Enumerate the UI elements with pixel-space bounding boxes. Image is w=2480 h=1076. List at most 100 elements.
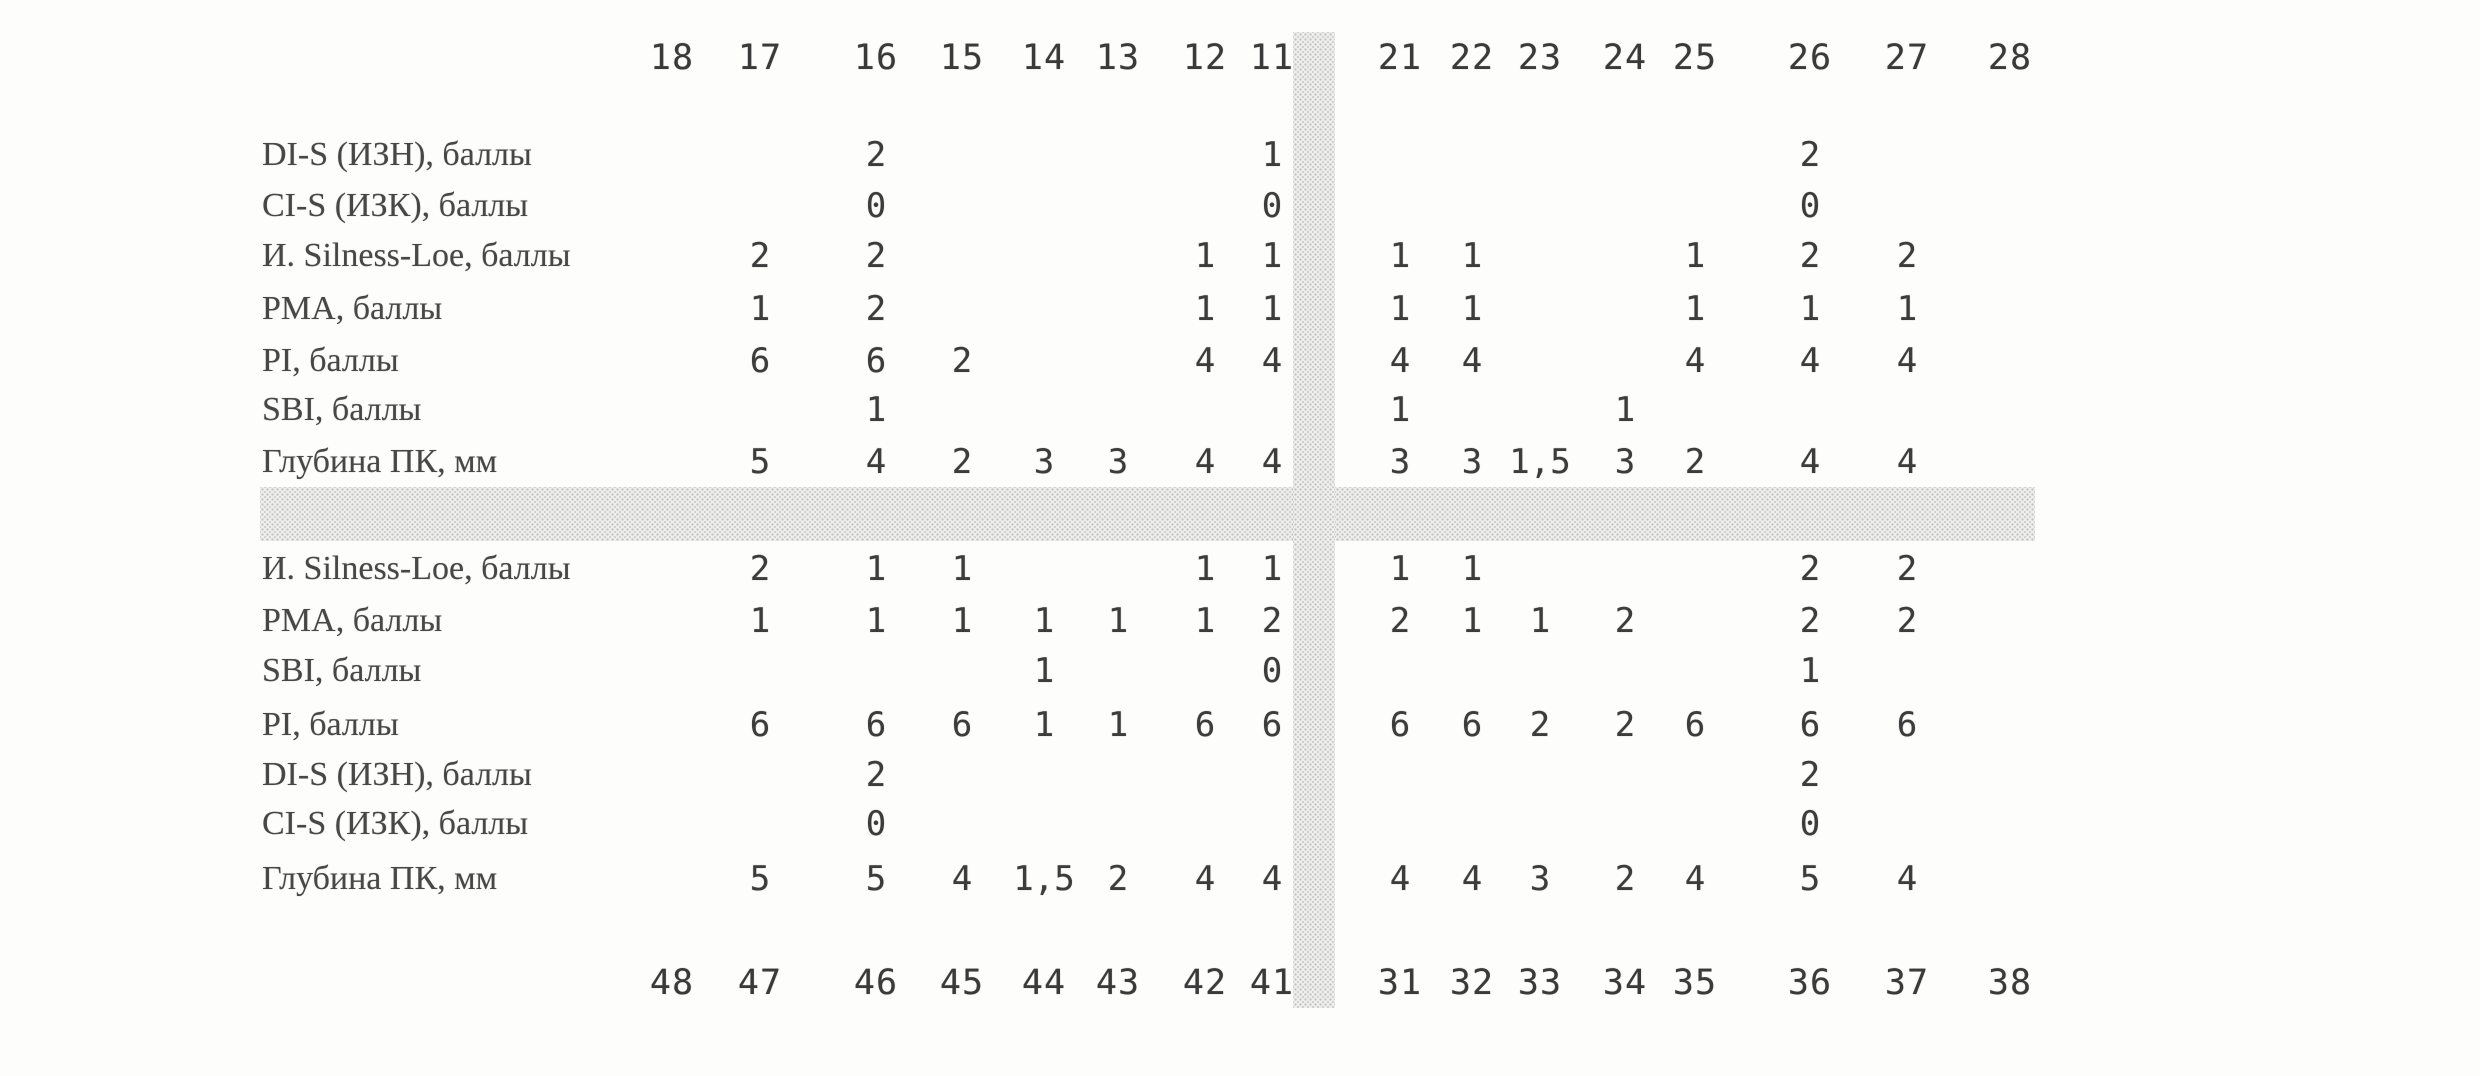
index-value-upper-2-tooth-11: 1 bbox=[1261, 236, 1283, 276]
tooth-number-upper-22: 22 bbox=[1449, 38, 1495, 78]
index-value-lower-3-tooth-36: 6 bbox=[1799, 705, 1821, 745]
index-value-upper-6-tooth-21: 3 bbox=[1389, 442, 1411, 482]
index-value-lower-6-tooth-37: 4 bbox=[1896, 859, 1918, 899]
index-value-upper-4-tooth-27: 4 bbox=[1896, 341, 1918, 381]
tooth-number-upper-16: 16 bbox=[853, 38, 899, 78]
tooth-number-lower-37: 37 bbox=[1884, 963, 1930, 1003]
index-value-lower-3-tooth-45: 6 bbox=[951, 705, 973, 745]
index-value-lower-6-tooth-42: 4 bbox=[1194, 859, 1216, 899]
index-value-lower-5-tooth-46: 0 bbox=[865, 804, 887, 844]
index-value-upper-6-tooth-12: 4 bbox=[1194, 442, 1216, 482]
index-value-lower-1-tooth-46: 1 bbox=[865, 601, 887, 641]
index-value-lower-1-tooth-42: 1 bbox=[1194, 601, 1216, 641]
index-value-lower-0-tooth-37: 2 bbox=[1896, 549, 1918, 589]
tooth-number-upper-18: 18 bbox=[649, 38, 695, 78]
index-value-lower-0-tooth-45: 1 bbox=[951, 549, 973, 589]
index-value-lower-6-tooth-43: 2 bbox=[1107, 859, 1129, 899]
tooth-number-lower-47: 47 bbox=[737, 963, 783, 1003]
index-value-lower-4-tooth-46: 2 bbox=[865, 755, 887, 795]
index-value-lower-1-tooth-31: 2 bbox=[1389, 601, 1411, 641]
index-value-upper-2-tooth-16: 2 bbox=[865, 236, 887, 276]
index-value-upper-5-tooth-16: 1 bbox=[865, 390, 887, 430]
index-value-lower-6-tooth-36: 5 bbox=[1799, 859, 1821, 899]
index-value-upper-3-tooth-26: 1 bbox=[1799, 289, 1821, 329]
tooth-number-upper-26: 26 bbox=[1787, 38, 1833, 78]
row-label-upper-1: CI-S (ИЗК), баллы bbox=[262, 187, 529, 224]
index-value-lower-6-tooth-31: 4 bbox=[1389, 859, 1411, 899]
index-value-lower-3-tooth-34: 2 bbox=[1614, 705, 1636, 745]
index-value-lower-2-tooth-41: 0 bbox=[1261, 651, 1283, 691]
index-value-lower-1-tooth-45: 1 bbox=[951, 601, 973, 641]
index-value-lower-3-tooth-37: 6 bbox=[1896, 705, 1918, 745]
tooth-number-lower-44: 44 bbox=[1021, 963, 1067, 1003]
index-value-lower-6-tooth-33: 3 bbox=[1529, 859, 1551, 899]
index-value-lower-0-tooth-32: 1 bbox=[1461, 549, 1483, 589]
index-value-lower-0-tooth-42: 1 bbox=[1194, 549, 1216, 589]
index-value-upper-4-tooth-17: 6 bbox=[749, 341, 771, 381]
index-value-lower-3-tooth-31: 6 bbox=[1389, 705, 1411, 745]
tooth-number-lower-36: 36 bbox=[1787, 963, 1833, 1003]
index-value-upper-6-tooth-16: 4 bbox=[865, 442, 887, 482]
index-value-upper-4-tooth-22: 4 bbox=[1461, 341, 1483, 381]
jaw-divider-band bbox=[260, 487, 2035, 541]
index-value-upper-2-tooth-25: 1 bbox=[1684, 236, 1706, 276]
tooth-number-lower-34: 34 bbox=[1602, 963, 1648, 1003]
index-value-upper-6-tooth-27: 4 bbox=[1896, 442, 1918, 482]
row-label-lower-0: И. Silness-Loe, баллы bbox=[262, 550, 571, 587]
index-value-lower-1-tooth-32: 1 bbox=[1461, 601, 1483, 641]
row-label-lower-6: Глубина ПК, мм bbox=[262, 860, 498, 897]
index-value-lower-3-tooth-42: 6 bbox=[1194, 705, 1216, 745]
tooth-number-lower-41: 41 bbox=[1249, 963, 1295, 1003]
row-label-upper-5: SBI, баллы bbox=[262, 391, 422, 428]
midline-divider-band bbox=[1293, 32, 1335, 1008]
index-value-lower-1-tooth-43: 1 bbox=[1107, 601, 1129, 641]
index-value-lower-1-tooth-41: 2 bbox=[1261, 601, 1283, 641]
index-value-lower-3-tooth-46: 6 bbox=[865, 705, 887, 745]
tooth-number-upper-24: 24 bbox=[1602, 38, 1648, 78]
index-value-upper-3-tooth-16: 2 bbox=[865, 289, 887, 329]
row-label-upper-3: PMA, баллы bbox=[262, 290, 443, 327]
index-value-lower-3-tooth-35: 6 bbox=[1684, 705, 1706, 745]
index-value-upper-2-tooth-27: 2 bbox=[1896, 236, 1918, 276]
index-value-lower-6-tooth-47: 5 bbox=[749, 859, 771, 899]
index-value-upper-2-tooth-12: 1 bbox=[1194, 236, 1216, 276]
tooth-number-upper-25: 25 bbox=[1672, 38, 1718, 78]
tooth-number-upper-27: 27 bbox=[1884, 38, 1930, 78]
row-label-lower-3: PI, баллы bbox=[262, 706, 399, 743]
tooth-number-upper-12: 12 bbox=[1182, 38, 1228, 78]
index-value-upper-1-tooth-16: 0 bbox=[865, 186, 887, 226]
index-value-lower-1-tooth-34: 2 bbox=[1614, 601, 1636, 641]
index-value-lower-1-tooth-44: 1 bbox=[1033, 601, 1055, 641]
index-value-lower-3-tooth-43: 1 bbox=[1107, 705, 1129, 745]
index-value-upper-2-tooth-22: 1 bbox=[1461, 236, 1483, 276]
tooth-number-upper-11: 11 bbox=[1249, 38, 1295, 78]
tooth-number-lower-48: 48 bbox=[649, 963, 695, 1003]
index-value-upper-4-tooth-21: 4 bbox=[1389, 341, 1411, 381]
row-label-upper-6: Глубина ПК, мм bbox=[262, 443, 498, 480]
index-value-lower-1-tooth-33: 1 bbox=[1529, 601, 1551, 641]
index-value-upper-4-tooth-11: 4 bbox=[1261, 341, 1283, 381]
index-value-lower-6-tooth-41: 4 bbox=[1261, 859, 1283, 899]
index-value-lower-6-tooth-34: 2 bbox=[1614, 859, 1636, 899]
index-value-upper-0-tooth-26: 2 bbox=[1799, 135, 1821, 175]
index-value-lower-6-tooth-44: 1,5 bbox=[1013, 859, 1075, 899]
row-label-lower-5: CI-S (ИЗК), баллы bbox=[262, 805, 529, 842]
tooth-number-lower-33: 33 bbox=[1517, 963, 1563, 1003]
index-value-upper-6-tooth-15: 2 bbox=[951, 442, 973, 482]
index-value-lower-0-tooth-31: 1 bbox=[1389, 549, 1411, 589]
tooth-number-lower-45: 45 bbox=[939, 963, 985, 1003]
tooth-number-upper-13: 13 bbox=[1095, 38, 1141, 78]
tooth-number-lower-42: 42 bbox=[1182, 963, 1228, 1003]
index-value-upper-4-tooth-26: 4 bbox=[1799, 341, 1821, 381]
index-value-lower-0-tooth-41: 1 bbox=[1261, 549, 1283, 589]
index-value-lower-5-tooth-36: 0 bbox=[1799, 804, 1821, 844]
row-label-lower-1: PMA, баллы bbox=[262, 602, 443, 639]
index-value-upper-3-tooth-21: 1 bbox=[1389, 289, 1411, 329]
tooth-number-upper-17: 17 bbox=[737, 38, 783, 78]
index-value-upper-3-tooth-25: 1 bbox=[1684, 289, 1706, 329]
index-value-upper-0-tooth-11: 1 bbox=[1261, 135, 1283, 175]
index-value-lower-2-tooth-44: 1 bbox=[1033, 651, 1055, 691]
index-value-lower-2-tooth-36: 1 bbox=[1799, 651, 1821, 691]
index-value-upper-3-tooth-12: 1 bbox=[1194, 289, 1216, 329]
